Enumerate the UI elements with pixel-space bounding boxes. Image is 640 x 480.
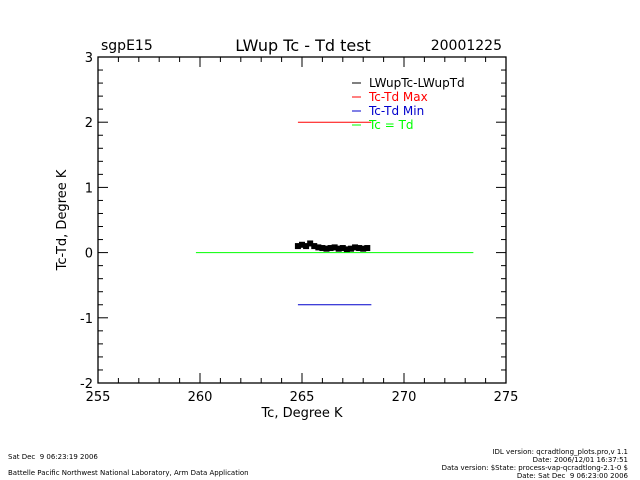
- footer-idl-version: IDL version: qcradtlong_plots.pro,v 1.1: [492, 448, 628, 456]
- data-point: [360, 245, 367, 252]
- data-point: [343, 246, 350, 253]
- legend-label-1: Tc-Td Max: [368, 90, 428, 104]
- legend-label-3: Tc = Td: [368, 118, 414, 132]
- footer-data-date: Date: Sat Dec 9 06:23:00 2006: [516, 472, 628, 480]
- y-axis-label: Tc-Td, Degree K: [55, 169, 70, 271]
- y-tick-label: -2: [80, 377, 93, 392]
- data-point: [347, 245, 354, 252]
- data-point: [331, 244, 338, 251]
- axis-ticks: 255 260 265 270 275 -2 -1 0 1 2 3: [80, 51, 518, 405]
- data-point: [352, 244, 359, 251]
- y-tick-label: 1: [85, 181, 93, 196]
- x-tick-label: 265: [290, 390, 315, 405]
- y-tick-label: 3: [85, 51, 93, 66]
- y-tick-label: 0: [85, 247, 93, 262]
- data-point: [364, 245, 371, 252]
- x-tick-label: 270: [392, 390, 417, 405]
- legend-label-2: Tc-Td Min: [368, 104, 424, 118]
- footer-timestamp: Sat Dec 9 06:23:19 2006: [8, 453, 98, 461]
- data-point: [356, 245, 363, 252]
- y-tick-label: 2: [85, 116, 93, 131]
- data-point: [311, 243, 318, 250]
- plot-frame: [97, 56, 507, 384]
- footer-idl-date: Date: 2006/12/01 16:37:51: [532, 456, 628, 464]
- data-point: [294, 243, 301, 250]
- data-point: [307, 240, 314, 247]
- legend-label-0: LWupTc-LWupTd: [369, 76, 465, 90]
- data-point: [315, 244, 322, 251]
- x-tick-label: 255: [86, 390, 111, 405]
- data-point: [299, 241, 305, 248]
- x-tick-label: 275: [494, 390, 519, 405]
- data-point: [335, 245, 342, 252]
- footer-lab: Battelle Pacific Northwest National Labo…: [8, 469, 249, 477]
- site-label: sgpE15: [101, 38, 153, 54]
- data-point: [323, 245, 330, 252]
- x-axis-label: Tc, Degree K: [260, 406, 343, 421]
- date-label: 20001225: [431, 38, 502, 54]
- x-tick-label: 260: [188, 390, 213, 405]
- series-group: [195, 121, 474, 306]
- data-point: [339, 245, 346, 252]
- data-point: [303, 243, 310, 250]
- footer-data-version: Data version: $State: process-vap-qcradt…: [441, 464, 628, 472]
- data-point: [319, 245, 326, 252]
- data-point: [327, 245, 334, 252]
- y-tick-label: -1: [80, 312, 93, 327]
- chart-title: LWup Tc - Td test: [235, 36, 371, 55]
